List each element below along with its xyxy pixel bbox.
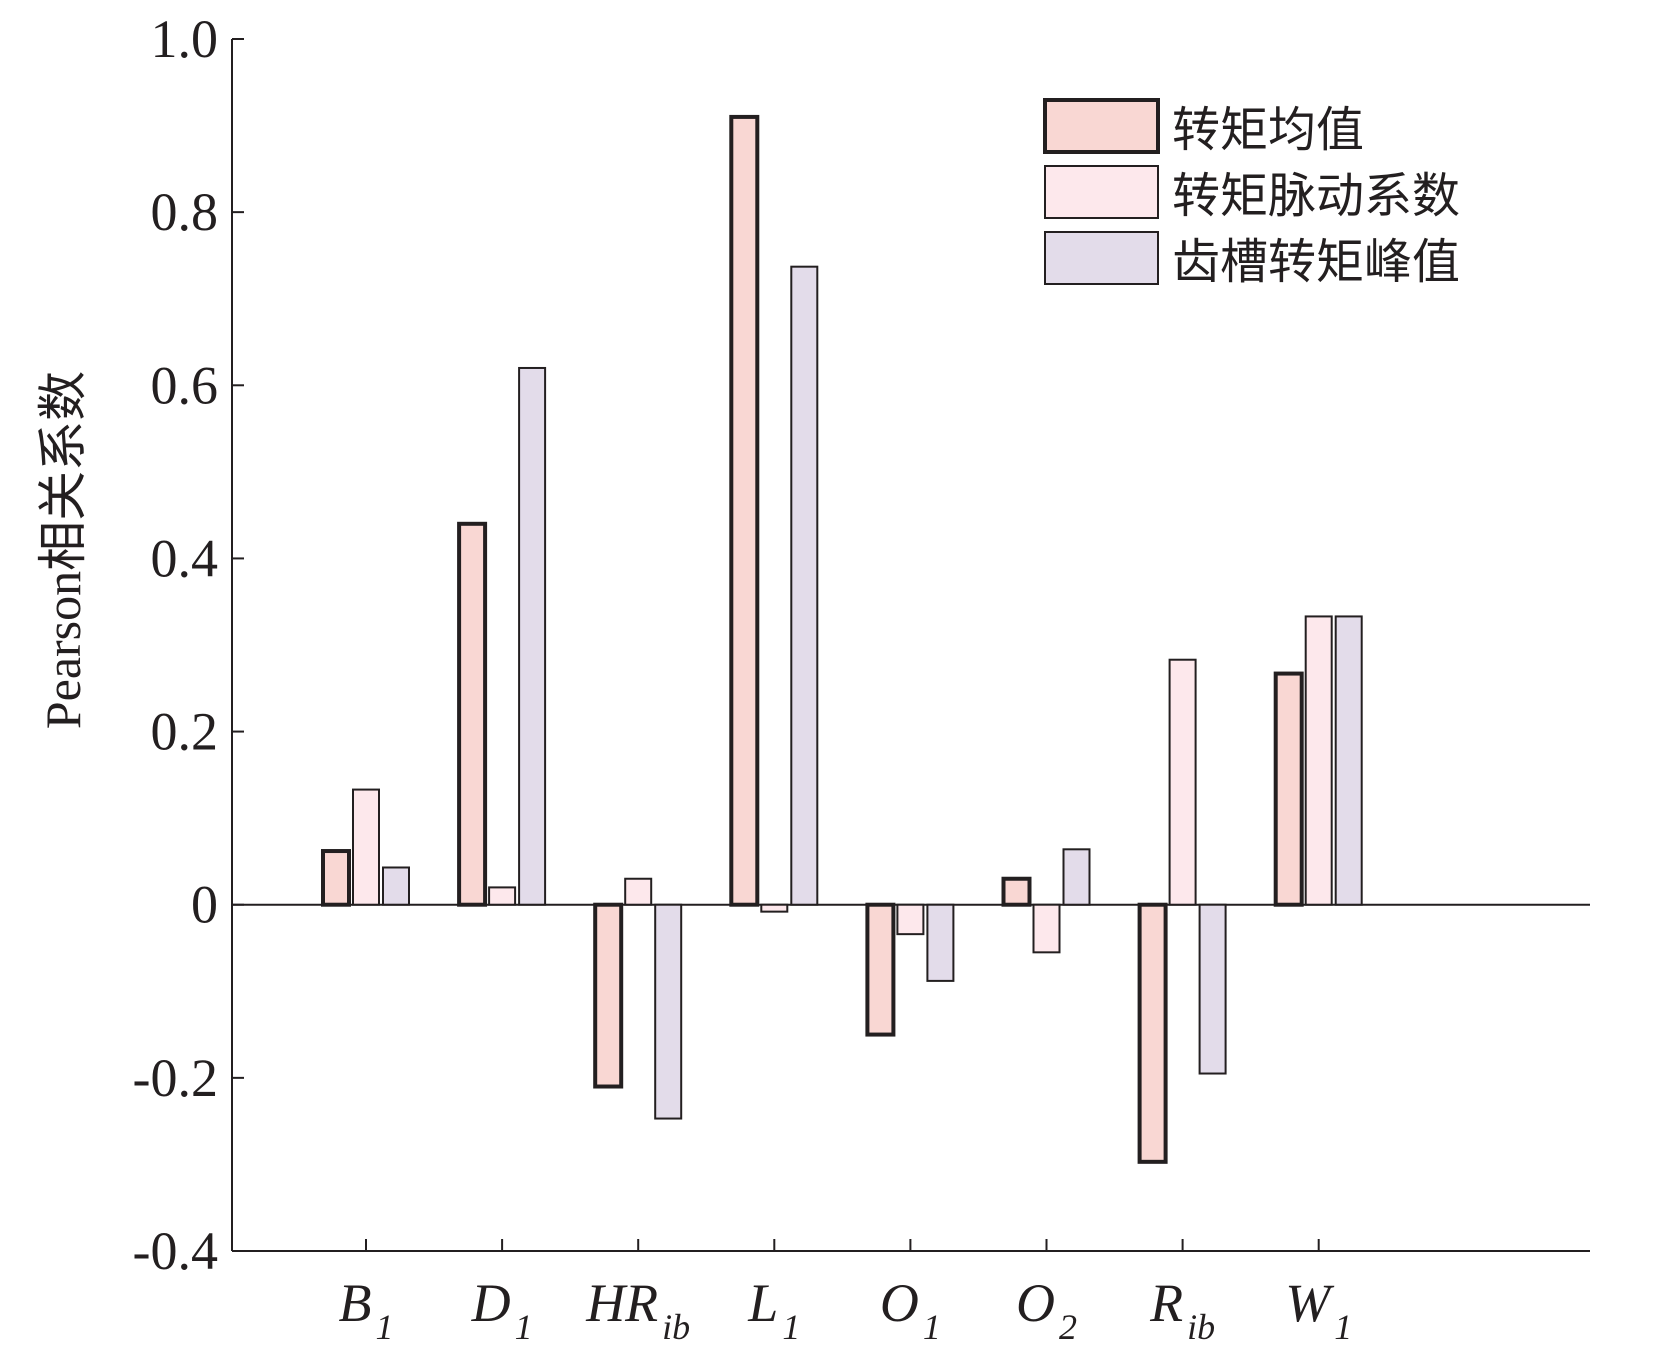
bar-2-4 xyxy=(760,903,789,913)
bars xyxy=(321,114,1363,1164)
bar-1-4 xyxy=(729,114,760,907)
legend-label: 转矩脉动系数 xyxy=(1172,168,1460,224)
x-tick-label: HR ib xyxy=(585,1273,690,1347)
y-tick-label: 1.0 xyxy=(151,9,219,69)
bar-2-6 xyxy=(1032,903,1061,954)
bar-2-3 xyxy=(624,877,653,906)
bar-1-3 xyxy=(593,902,624,1089)
y-tick-label: 0.2 xyxy=(151,702,219,762)
y-axis-labels: 1.0 0.8 0.6 0.4 0.2 0 -0.2 -0.4 xyxy=(133,9,218,1281)
bar-2-5 xyxy=(896,903,925,936)
bar-3-4 xyxy=(790,265,819,906)
legend-swatch xyxy=(1043,98,1160,154)
bar-1-2 xyxy=(457,521,488,907)
legend-swatch xyxy=(1044,231,1159,285)
bar-1-6 xyxy=(1001,876,1032,907)
bar-3-3 xyxy=(654,903,683,1120)
y-tick-label: -0.2 xyxy=(133,1048,218,1108)
bar-3-1 xyxy=(382,866,410,906)
bar-1-8 xyxy=(1273,671,1304,907)
bar-1-1 xyxy=(321,849,351,907)
legend-swatch xyxy=(1044,165,1159,219)
bar-3-5 xyxy=(926,903,955,982)
bar-2-1 xyxy=(352,788,380,906)
bar-1-5 xyxy=(865,902,896,1037)
y-tick-label: -0.4 xyxy=(133,1221,218,1281)
bar-2-8 xyxy=(1304,615,1333,906)
bar-3-2 xyxy=(518,366,547,906)
bar-3-8 xyxy=(1334,615,1363,906)
bar-3-7 xyxy=(1198,903,1227,1075)
y-tick-label: 0.8 xyxy=(151,182,219,242)
bar-2-2 xyxy=(488,886,517,906)
y-tick-label: 0.4 xyxy=(151,528,219,588)
legend-label: 转矩均值 xyxy=(1172,102,1364,158)
y-tick-label: 0.6 xyxy=(151,355,219,415)
legend-label: 齿槽转矩峰值 xyxy=(1172,234,1460,290)
y-axis-title: Pearson相关系数 xyxy=(35,371,91,729)
bar-1-7 xyxy=(1137,902,1168,1164)
bar-3-6 xyxy=(1062,848,1091,906)
y-tick-label: 0 xyxy=(191,875,218,935)
bar-2-7 xyxy=(1168,658,1197,906)
